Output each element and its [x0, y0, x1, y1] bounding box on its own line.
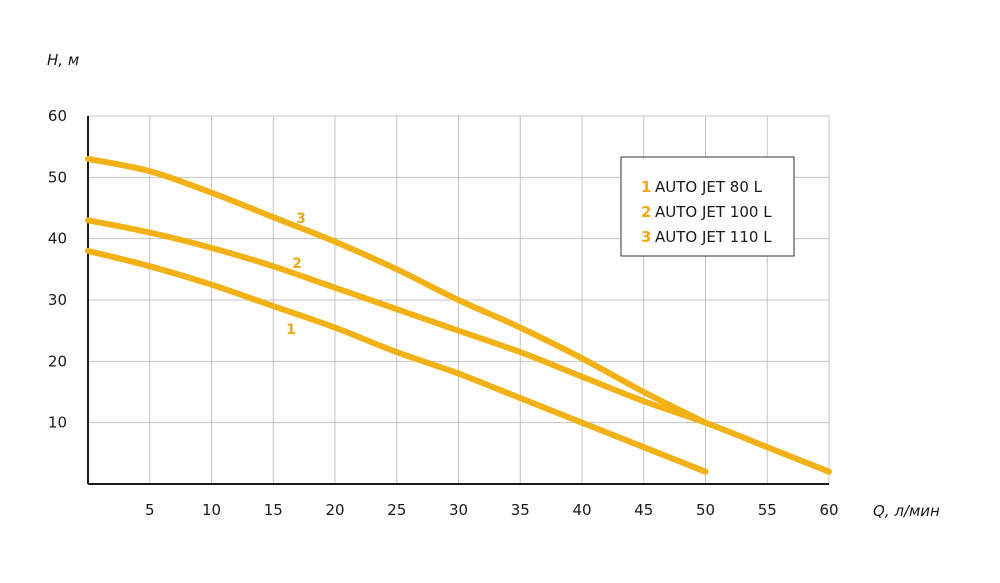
x-tick-label: 20	[325, 501, 344, 519]
legend-number-2: 2	[641, 203, 651, 221]
legend-label-3: AUTO JET 110 L	[655, 228, 772, 246]
x-tick-label: 55	[758, 501, 777, 519]
tick-labels: 5 10 15 20 25 30 35 40 45 50 55 60 10 20 30 40 50 60	[48, 107, 839, 519]
legend: 1 AUTO JET 80 L2 AUTO JET 100 L3 AUTO JET 1…	[620, 156, 795, 257]
legend-number-1: 1	[641, 178, 651, 196]
series-line-1	[85, 247, 709, 475]
x-axis-title: Q, л/мин	[873, 502, 940, 520]
axes	[87, 116, 829, 485]
x-tick-label: 5	[145, 501, 155, 519]
y-tick-label: 50	[48, 168, 67, 186]
y-tick-label: 30	[48, 291, 67, 309]
x-tick-label: 30	[449, 501, 468, 519]
x-tick-label: 15	[264, 501, 283, 519]
legend-label-1: AUTO JET 80 L	[655, 178, 763, 196]
x-tick-label: 60	[819, 501, 838, 519]
x-tick-label: 40	[572, 501, 591, 519]
curve-label-3: 3	[296, 211, 306, 227]
y-tick-label: 10	[48, 414, 67, 432]
series-group: 1 2 3	[85, 155, 832, 475]
curve-label-1: 1	[286, 322, 296, 338]
series-line-3	[85, 155, 709, 426]
x-tick-label: 50	[696, 501, 715, 519]
legend-number-3: 3	[641, 228, 651, 246]
x-tick-label: 25	[387, 501, 406, 519]
y-axis-title: H, м	[47, 51, 79, 69]
x-tick-label: 45	[634, 501, 653, 519]
y-tick-label: 40	[48, 230, 67, 248]
curve-label-2: 2	[292, 256, 302, 272]
y-tick-label: 60	[48, 107, 67, 125]
x-tick-label: 35	[511, 501, 530, 519]
x-tick-label: 10	[202, 501, 221, 519]
legend-box	[620, 156, 795, 257]
legend-label-2: AUTO JET 100 L	[655, 203, 772, 221]
y-tick-label: 20	[48, 352, 67, 370]
